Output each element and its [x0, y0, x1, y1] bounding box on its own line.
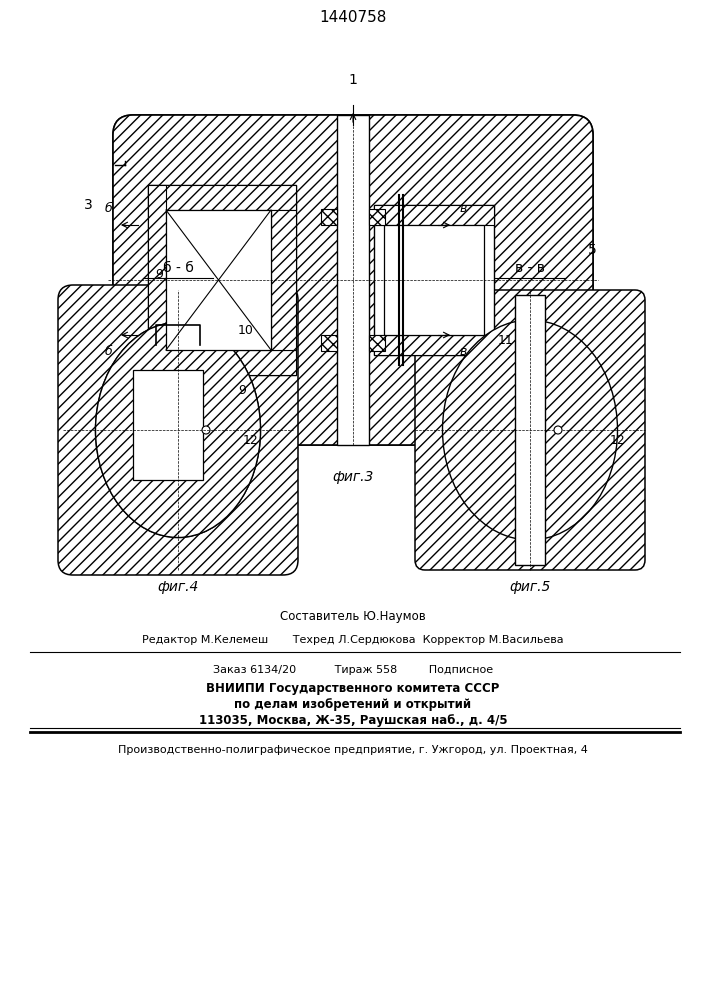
Text: б: б: [104, 202, 112, 215]
Bar: [374, 205, 494, 355]
Text: 1: 1: [349, 73, 358, 87]
Text: Производственно-полиграфическое предприятие, г. Ужгород, ул. Проектная, 4: Производственно-полиграфическое предприя…: [118, 745, 588, 755]
Text: 11: 11: [498, 334, 514, 347]
Polygon shape: [369, 209, 385, 225]
Bar: [166, 210, 271, 350]
FancyBboxPatch shape: [113, 115, 593, 445]
Text: 9: 9: [238, 383, 246, 396]
FancyBboxPatch shape: [58, 285, 298, 575]
Bar: [384, 225, 484, 335]
Text: фиг.3: фиг.3: [332, 470, 374, 484]
FancyBboxPatch shape: [415, 290, 645, 570]
Bar: [337, 115, 369, 445]
Polygon shape: [374, 205, 494, 225]
Text: ВНИИПИ Государственного комитета СССР: ВНИИПИ Государственного комитета СССР: [206, 682, 500, 695]
Text: 12: 12: [243, 434, 259, 446]
Polygon shape: [148, 185, 296, 210]
Text: 113035, Москва, Ж-35, Раушская наб., д. 4/5: 113035, Москва, Ж-35, Раушская наб., д. …: [199, 714, 508, 727]
Polygon shape: [148, 350, 296, 375]
Polygon shape: [369, 335, 385, 351]
Ellipse shape: [95, 322, 260, 538]
Text: Составитель Ю.Наумов: Составитель Ю.Наумов: [280, 610, 426, 623]
Bar: [133, 370, 203, 480]
Text: б - б: б - б: [163, 261, 194, 275]
Ellipse shape: [95, 322, 260, 538]
Polygon shape: [321, 335, 337, 351]
Text: 12: 12: [610, 434, 626, 446]
Text: в: в: [460, 202, 467, 215]
Bar: [148, 185, 296, 375]
Polygon shape: [271, 210, 296, 350]
Text: Редактор М.Келемеш       Техред Л.Сердюкова  Корректор М.Васильева: Редактор М.Келемеш Техред Л.Сердюкова Ко…: [142, 635, 563, 645]
Polygon shape: [148, 185, 166, 375]
Text: б: б: [104, 345, 112, 358]
FancyBboxPatch shape: [113, 115, 593, 445]
Text: фиг.4: фиг.4: [158, 580, 199, 594]
Circle shape: [554, 426, 562, 434]
Text: 5: 5: [588, 243, 597, 257]
Text: фиг.5: фиг.5: [509, 580, 551, 594]
Text: 1440758: 1440758: [320, 10, 387, 25]
Text: 10: 10: [238, 324, 254, 336]
Circle shape: [202, 426, 210, 434]
Polygon shape: [374, 335, 494, 355]
Ellipse shape: [443, 320, 617, 540]
Text: 3: 3: [84, 198, 93, 212]
Text: по делам изобретений и открытий: по делам изобретений и открытий: [235, 698, 472, 711]
Text: Заказ 6134/20           Тираж 558         Подписное: Заказ 6134/20 Тираж 558 Подписное: [213, 665, 493, 675]
Text: в - в: в - в: [515, 261, 545, 275]
Polygon shape: [321, 209, 337, 225]
Bar: [515, 295, 545, 565]
Text: 9: 9: [155, 268, 163, 282]
Text: в: в: [460, 345, 467, 358]
